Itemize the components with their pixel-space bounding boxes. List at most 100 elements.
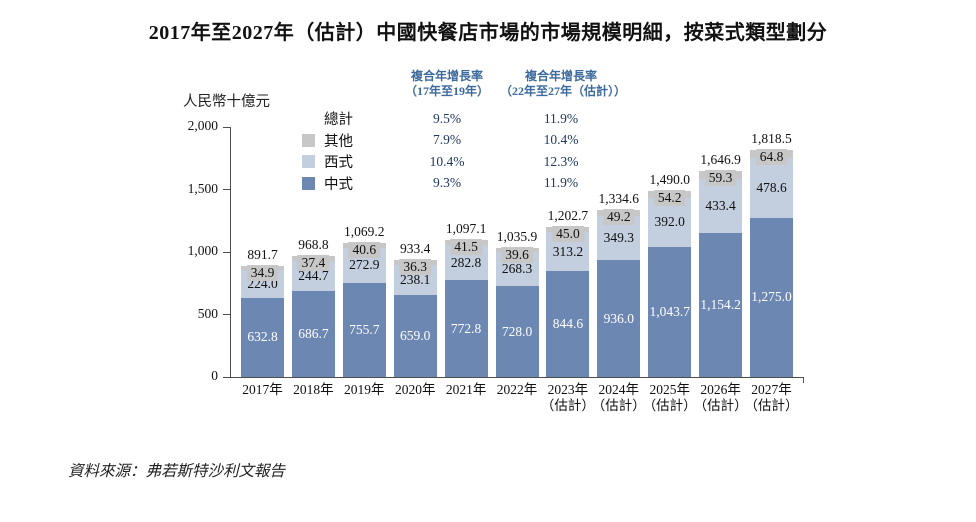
bar-total-label: 1,202.7 (547, 207, 589, 223)
x-axis-label-year: 2027年 (751, 382, 792, 397)
bar-segment-label-other: 34.9 (246, 264, 279, 281)
legend-row-label: 西式 (302, 151, 394, 173)
bar-segment-chinese: 844.6 (546, 271, 590, 377)
bar-total-label: 933.4 (400, 241, 431, 257)
bar-total-label: 1,334.6 (598, 191, 640, 207)
bar-segment-other: 54.2 (648, 189, 692, 206)
bar-segment-chinese: 755.7 (342, 282, 386, 377)
bar-segment-label-other: 49.2 (602, 209, 635, 226)
bar-segment-label-western: 392.0 (654, 214, 685, 230)
x-axis-label-year: 2023年 (547, 382, 589, 397)
cagr-header-col1: 複合年增長率 （17年至19年） (394, 69, 500, 99)
bar-segment-chinese: 936.0 (597, 260, 641, 377)
cagr-value-22-27: 11.9% (543, 110, 579, 126)
x-axis-end-tick (803, 377, 804, 383)
bar-segment-label-chinese: 1,043.7 (649, 303, 690, 319)
bar-segment-other: 37.4 (291, 254, 335, 271)
bar-segment-label-other: 36.3 (399, 259, 431, 276)
bar-segment-label-western: 433.4 (705, 197, 736, 213)
x-axis-label: 2021年 (445, 382, 487, 397)
bar-total-label: 1,646.9 (700, 152, 741, 168)
legend-swatch (302, 155, 315, 169)
bar-total-label: 968.8 (298, 236, 329, 252)
x-axis-label: 2022年 (496, 382, 538, 397)
x-axis-label-estimate: （估計） (540, 398, 595, 413)
bar-segment-label-western: 313.2 (552, 243, 584, 259)
bar-2020年: 933.4 36.3 238.1 659.0 (393, 241, 437, 377)
bar-segment-label-other: 37.4 (297, 254, 330, 271)
bar-segment-other: 45.0 (546, 225, 590, 242)
bar-segment-label-western: 272.9 (349, 257, 380, 273)
bar-segment-other: 39.6 (495, 246, 539, 263)
bar-segment-chinese: 1,154.2 (699, 232, 743, 377)
bar-2026年（估計）: 1,646.9 59.3 433.4 1,154.2 (699, 152, 743, 377)
x-axis-label: 2024年 （估計） (592, 382, 646, 414)
cagr-header-col2-line1: 複合年增長率 (524, 69, 597, 83)
cagr-value-17-19: 10.4% (429, 153, 465, 169)
y-axis-tick (223, 376, 231, 378)
bar-2027年（估計）: 1,818.5 64.8 478.6 1,275.0 (750, 131, 793, 377)
chart-title: 2017年至2027年（估計）中國快餐店市場的市場規模明細，按菜式類型劃分 (148, 22, 828, 44)
bar-segment-chinese: 632.8 (241, 297, 284, 377)
bar-segment-other: 64.8 (750, 148, 793, 165)
x-axis-label: 2023年 （估計） (541, 382, 595, 414)
y-axis-tick-label: 2,000 (187, 118, 218, 133)
bar-segment-chinese: 686.7 (291, 291, 335, 377)
y-axis-tick (223, 189, 231, 190)
cagr-header-col2: 複合年增長率 （22年至27年（估計）） (500, 69, 627, 99)
bar-segment-other: 41.5 (444, 238, 488, 255)
bar-segment-label-chinese: 1,275.0 (751, 289, 792, 305)
bar-2019年: 1,069.2 40.6 272.9 755.7 (342, 224, 386, 377)
legend-row-label: 總計 (302, 108, 394, 130)
bar-2025年（估計）: 1,490.0 54.2 392.0 1,043.7 (648, 172, 692, 377)
bar-total-label: 1,818.5 (751, 130, 792, 146)
bar-segment-label-other: 40.6 (348, 242, 381, 259)
bar-2024年（估計）: 1,334.6 49.2 349.3 936.0 (597, 191, 641, 377)
x-axis-label-year: 2025年 (649, 382, 690, 397)
bar-segment-chinese: 728.0 (495, 286, 539, 377)
bar-segment-western: 478.6 (750, 157, 793, 218)
x-axis-label: 2019年 (344, 382, 385, 397)
legend-label-text: 中式 (324, 176, 353, 193)
bar-segment-label-chinese: 686.7 (298, 326, 329, 342)
x-axis-label-estimate: （估計） (744, 398, 799, 413)
bar-segment-label-chinese: 755.7 (349, 321, 380, 337)
bar-total-label: 1,035.9 (496, 228, 538, 244)
cagr-header-row: 複合年增長率 （17年至19年） 複合年增長率 （22年至27年（估計）） (302, 69, 627, 99)
plot-area: 0 500 1,000 1,500 2,000 891.7 34.9 224.0 632.8 20… (188, 118, 804, 413)
bar-segment-chinese: 1,275.0 (750, 217, 793, 377)
bar-segment-other: 36.3 (393, 259, 437, 276)
bar-segment-chinese: 659.0 (393, 294, 437, 377)
bar-segment-label-chinese: 1,154.2 (700, 296, 741, 312)
x-axis-label-estimate: （估計） (693, 398, 748, 413)
x-axis-label: 2026年 （估計） (694, 382, 748, 414)
x-axis-label: 2018年 (293, 382, 334, 397)
bar-segment-other: 59.3 (699, 170, 743, 187)
cagr-value-17-19: 9.5% (432, 110, 462, 126)
bar-segment-other: 40.6 (342, 242, 386, 259)
bar-segment-label-chinese: 728.0 (501, 323, 533, 339)
bar-segment-label-chinese: 632.8 (247, 329, 278, 345)
cagr-header-col1-line2: （17年至19年） (404, 84, 489, 98)
y-axis-tick-label: 0 (211, 368, 218, 383)
cagr-value-22-27: 10.4% (543, 132, 579, 148)
cagr-value-22-27: 11.9% (543, 175, 579, 191)
bar-segment-label-chinese: 844.6 (552, 316, 584, 332)
bar-segment-label-chinese: 772.8 (450, 320, 482, 336)
cagr-header-col2-line2: （22年至27年（估計）） (500, 84, 627, 98)
legend-label-text: 西式 (324, 155, 353, 172)
bar-segment-label-other: 45.0 (552, 225, 584, 242)
cagr-header-spacer (302, 69, 394, 99)
x-axis-label: 2017年 (242, 382, 283, 397)
bar-segment-label-other: 54.2 (653, 189, 686, 206)
bar-segment-chinese: 772.8 (444, 280, 488, 377)
bar-2022年: 1,035.9 39.6 268.3 728.0 (495, 229, 539, 377)
bar-segment-label-western: 282.8 (450, 254, 482, 270)
bar-segment-other: 34.9 (241, 264, 284, 281)
y-axis-tick (223, 126, 231, 128)
bar-2018年: 968.8 37.4 244.7 686.7 (291, 237, 335, 377)
bar-2017年: 891.7 34.9 224.0 632.8 (241, 247, 284, 377)
bar-segment-label-western: 268.3 (501, 261, 533, 277)
bar-2023年（估計）: 1,202.7 45.0 313.2 844.6 (546, 208, 590, 377)
